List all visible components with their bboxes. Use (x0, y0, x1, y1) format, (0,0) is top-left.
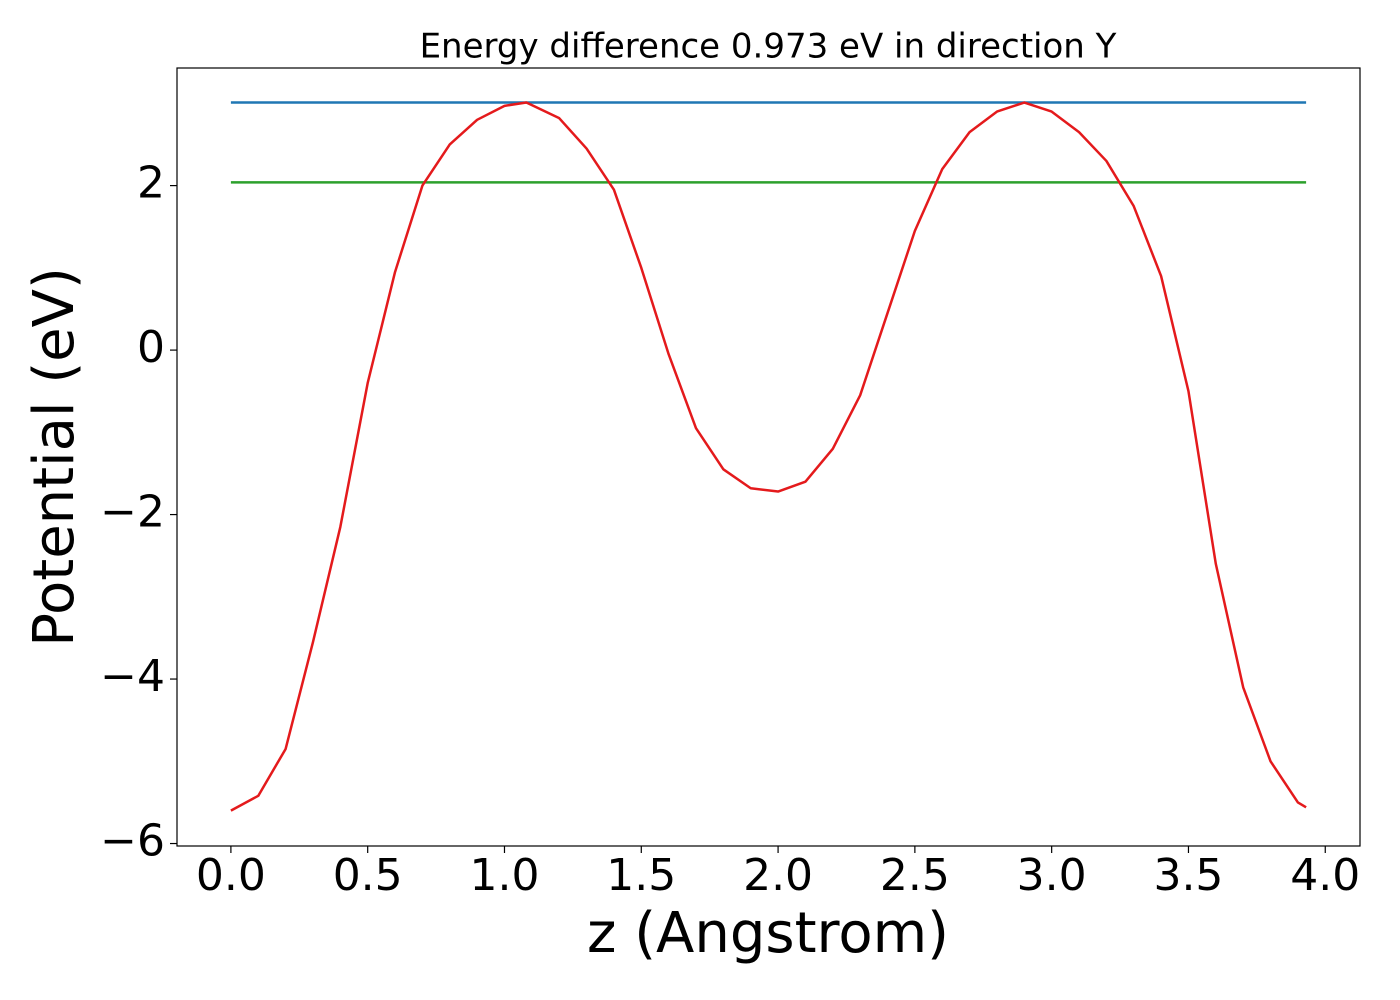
x-tick-label: 3.0 (1017, 850, 1087, 901)
y-tick-label: 0 (137, 322, 165, 373)
x-tick-label: 3.5 (1153, 850, 1223, 901)
x-tick-label: 1.5 (606, 850, 676, 901)
x-tick-label: 4.0 (1290, 850, 1360, 901)
x-tick-label: 2.0 (743, 850, 813, 901)
x-tick-label: 2.5 (880, 850, 950, 901)
x-tick-label: 0.5 (333, 850, 403, 901)
x-axis-label: z (Angstrom) (587, 901, 949, 966)
y-tick-label: −6 (100, 816, 165, 867)
plot-frame (176, 67, 1361, 847)
y-axis-label: Potential (eV) (22, 267, 87, 647)
x-tick-label: 0.0 (196, 850, 266, 901)
chart-title: Energy difference 0.973 eV in direction … (420, 27, 1117, 67)
x-tick-label: 1.0 (469, 850, 539, 901)
y-tick-label: −4 (100, 651, 165, 702)
y-tick-label: 2 (137, 158, 165, 209)
series-line (230, 101, 1307, 812)
y-tick-label: −2 (100, 487, 165, 538)
